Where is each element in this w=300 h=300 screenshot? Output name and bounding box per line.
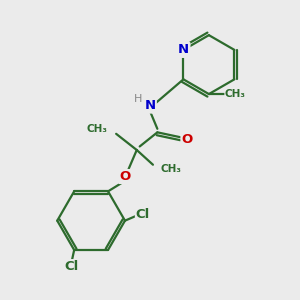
Text: O: O [181,133,192,146]
Text: CH₃: CH₃ [160,164,181,174]
Text: N: N [178,44,189,56]
Text: O: O [119,170,130,183]
Text: N: N [144,99,156,112]
Text: CH₃: CH₃ [225,89,246,99]
Text: Cl: Cl [64,260,78,273]
Text: Cl: Cl [136,208,150,221]
Text: CH₃: CH₃ [86,124,107,134]
Text: H: H [134,94,142,104]
